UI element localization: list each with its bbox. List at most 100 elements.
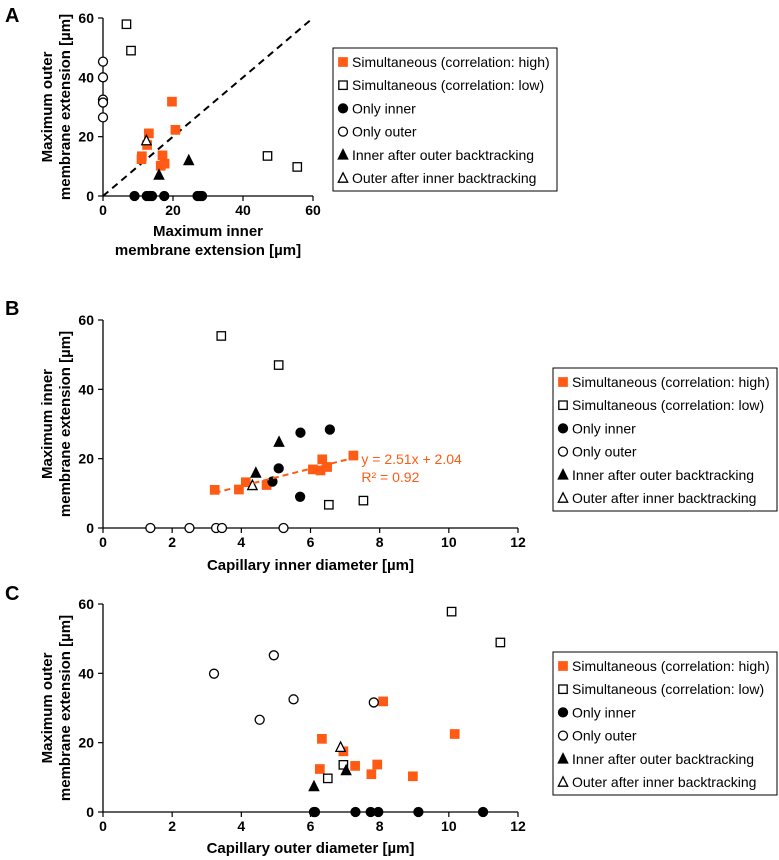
x-tick-label: 0 <box>99 202 107 218</box>
legend: Simultaneous (correlation: high) Simultan… <box>332 47 558 192</box>
point-only-inner <box>146 190 158 202</box>
trendline <box>214 456 354 494</box>
point-only-inner <box>196 190 208 202</box>
point-sim-high <box>136 154 147 165</box>
y-tick-label: 60 <box>78 10 94 26</box>
point-inner-after <box>153 168 165 180</box>
x-tick-label: 6 <box>307 818 315 834</box>
legend-label: Inner after outer backtracking <box>352 147 534 163</box>
legend-label: Only outer <box>572 444 637 460</box>
point-sim-low <box>273 360 284 370</box>
point-only-inner <box>309 806 321 818</box>
point-inner-after <box>340 763 352 776</box>
point-only-outer <box>208 668 220 679</box>
x-tick-label: 4 <box>237 818 245 834</box>
point-only-inner <box>350 806 361 818</box>
legend-label: Simultaneous (correlation: high) <box>352 54 550 70</box>
legend: Simultaneous (correlation: high) Simultan… <box>552 651 778 796</box>
point-sim-high <box>159 158 170 169</box>
legend-marker-only-inner <box>557 707 569 718</box>
legend-marker-only-inner <box>337 103 349 114</box>
legend-marker-inner-after <box>557 752 569 764</box>
point-only-outer <box>184 522 195 534</box>
point-sim-low <box>358 495 369 506</box>
x-tick-label: 8 <box>376 534 384 550</box>
panel-B: B 0 2 4 6 8 10 12 0 20 40 60 Capillary inner diamete… <box>5 298 778 574</box>
point-only-inner <box>273 463 284 474</box>
point-sim-high <box>317 734 327 744</box>
point-sim-low <box>446 606 457 617</box>
legend: Simultaneous (correlation: high) Simultan… <box>552 367 778 512</box>
x-tick-label: 6 <box>307 534 315 550</box>
panel-label: A <box>5 5 19 27</box>
point-only-outer <box>268 650 279 661</box>
legend-label: Simultaneous (correlation: low) <box>352 77 544 93</box>
point-sim-low <box>292 162 303 172</box>
x-tick-label: 40 <box>235 202 251 218</box>
point-sim-low <box>495 637 506 648</box>
point-only-outer <box>97 72 109 83</box>
point-only-outer <box>288 694 299 705</box>
point-sim-high <box>350 761 360 771</box>
point-sim-high <box>170 124 181 135</box>
point-sim-high <box>157 150 168 161</box>
y-axis-label: membrane extension [µm] <box>57 615 74 801</box>
x-axis-label: Capillary outer diameter [µm] <box>207 840 415 857</box>
legend-marker-sim-high <box>558 661 568 671</box>
legend-label: Simultaneous (correlation: low) <box>572 397 764 413</box>
point-inner-after <box>250 466 262 478</box>
point-sim-high <box>348 450 359 461</box>
point-sim-low <box>322 773 333 784</box>
point-only-outer <box>278 522 289 534</box>
point-only-outer <box>97 97 109 108</box>
x-tick-label: 0 <box>99 818 107 834</box>
point-sim-high <box>143 128 154 139</box>
point-only-inner <box>267 476 278 487</box>
point-sim-high <box>234 484 244 495</box>
legend-marker-outer-after <box>557 775 569 787</box>
point-sim-high <box>366 769 377 780</box>
legend-box <box>332 47 558 192</box>
legend-marker-inner-after <box>557 468 569 480</box>
legend-marker-outer-after <box>337 171 349 183</box>
y-axis-label: Maximum inner <box>39 369 56 479</box>
legend-marker-sim-low <box>338 80 348 91</box>
legend-label: Outer after inner backtracking <box>352 170 536 186</box>
point-outer-after <box>246 478 259 491</box>
x-tick-label: 12 <box>510 534 526 550</box>
y-tick-label: 20 <box>78 451 94 467</box>
point-only-outer <box>254 714 265 725</box>
y-axis-label: membrane extension [µm] <box>57 331 74 517</box>
legend-label: Only outer <box>572 728 637 744</box>
y-tick-label: 60 <box>78 312 94 328</box>
legend-label: Simultaneous (correlation: high) <box>572 374 770 390</box>
legend-label: Simultaneous (correlation: high) <box>572 658 770 674</box>
point-only-outer <box>145 522 156 534</box>
point-sim-high <box>167 96 177 107</box>
identity-line <box>102 17 314 197</box>
x-tick-label: 8 <box>376 818 384 834</box>
legend-label: Outer after inner backtracking <box>572 490 756 506</box>
y-tick-label: 40 <box>78 665 94 681</box>
x-tick-label: 60 <box>305 202 321 218</box>
x-tick-label: 2 <box>168 534 176 550</box>
y-tick-label: 0 <box>86 188 94 204</box>
x-axis-label: Capillary inner diameter [µm] <box>207 557 414 574</box>
legend-label: Only inner <box>352 100 416 116</box>
legend-marker-outer-after <box>557 491 569 503</box>
point-sim-high <box>372 759 383 770</box>
panel-label: C <box>5 583 19 605</box>
point-only-inner <box>373 806 384 818</box>
y-tick-label: 40 <box>78 69 94 85</box>
legend-marker-sim-low <box>558 400 568 411</box>
legend-marker-only-outer <box>337 126 349 137</box>
point-only-inner <box>129 190 140 202</box>
x-tick-label: 2 <box>168 818 176 834</box>
y-axis-label: Maximum outer <box>39 51 56 162</box>
point-only-inner <box>294 491 306 502</box>
panel-C: C 0 2 4 6 8 10 12 0 20 40 60 Capillary outer diamete… <box>5 583 778 857</box>
legend-marker-only-outer <box>557 446 569 457</box>
point-only-outer <box>97 56 109 67</box>
point-sim-high <box>322 462 332 472</box>
point-only-inner <box>413 806 424 818</box>
